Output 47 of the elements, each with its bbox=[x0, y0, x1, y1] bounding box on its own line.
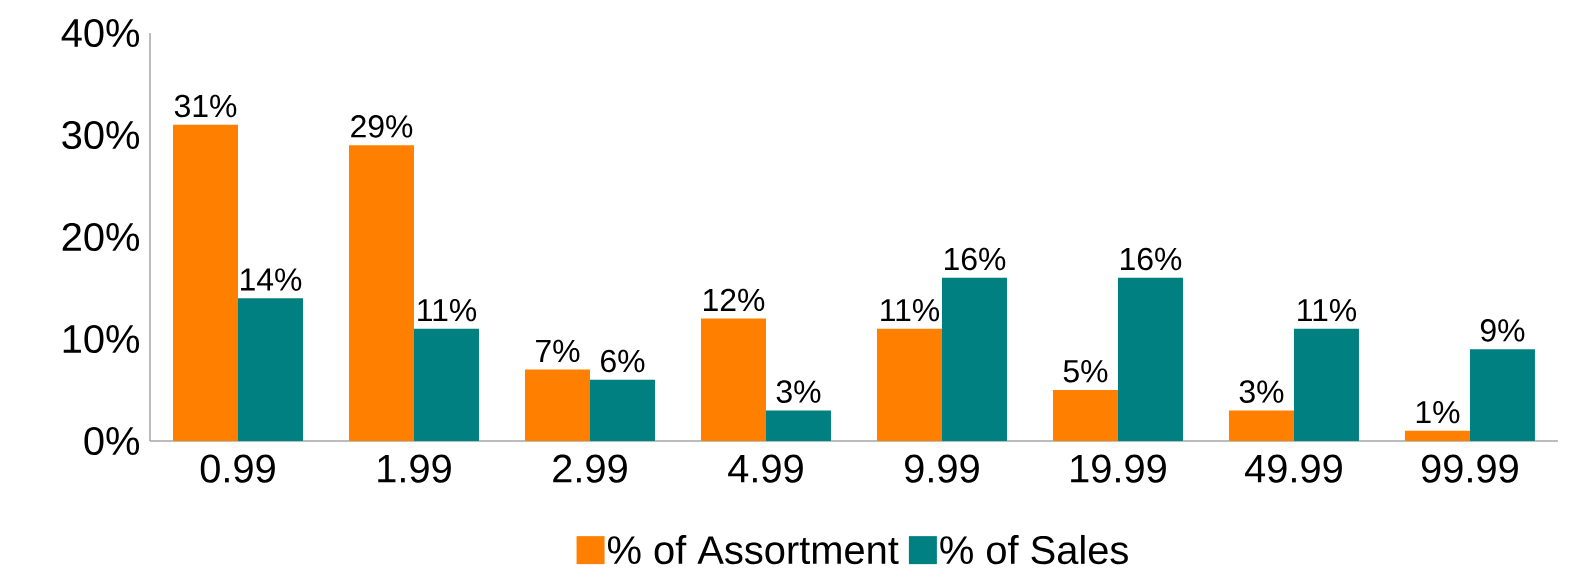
data-label: 11% bbox=[1298, 298, 1357, 322]
x-tick-label: 4.99 bbox=[728, 454, 803, 483]
data-label: 29% bbox=[351, 115, 413, 138]
data-label: 3% bbox=[776, 380, 821, 403]
data-label: 7% bbox=[536, 339, 580, 363]
data-label: 16% bbox=[1120, 247, 1182, 271]
x-tick-label: 2.99 bbox=[553, 454, 627, 483]
data-label: 12% bbox=[703, 288, 765, 312]
x-tick-label: 0.99 bbox=[200, 454, 275, 483]
bar bbox=[1117, 277, 1183, 441]
x-tick-label: 19.99 bbox=[1071, 454, 1166, 483]
data-label: 11% bbox=[881, 298, 940, 322]
x-tick-label: 9.99 bbox=[905, 454, 979, 483]
data-label: 16% bbox=[944, 247, 1006, 271]
bar bbox=[1404, 430, 1470, 441]
bar bbox=[524, 369, 590, 441]
bar bbox=[173, 124, 238, 441]
legend-label: % of Sales bbox=[940, 534, 1128, 565]
y-tick-label: 30% bbox=[62, 120, 140, 150]
y-tick-label: 0% bbox=[84, 426, 140, 456]
bar bbox=[765, 410, 831, 441]
bar bbox=[1469, 349, 1535, 441]
y-tick-label: 10% bbox=[63, 324, 140, 354]
data-label: 5% bbox=[1063, 360, 1108, 383]
data-label: 6% bbox=[601, 349, 645, 373]
x-tick-label: 99.99 bbox=[1421, 454, 1518, 483]
bar bbox=[238, 298, 303, 441]
x-tick-label: 49.99 bbox=[1245, 454, 1342, 483]
bar bbox=[1052, 390, 1118, 441]
bar bbox=[941, 277, 1007, 441]
data-label: 31% bbox=[174, 94, 237, 118]
y-tick-label: 20% bbox=[62, 222, 140, 252]
legend-label: % of Assortment bbox=[607, 534, 899, 565]
data-label: 9% bbox=[1480, 319, 1525, 342]
bar bbox=[348, 145, 414, 441]
bar bbox=[413, 328, 479, 441]
data-label: 3% bbox=[1239, 380, 1284, 403]
bar bbox=[1228, 410, 1294, 441]
data-label: 14% bbox=[241, 268, 302, 291]
y-tick-label: 40% bbox=[61, 18, 140, 48]
bar bbox=[700, 318, 766, 441]
bar bbox=[589, 379, 655, 441]
bar bbox=[876, 328, 942, 441]
data-label: 11% bbox=[418, 298, 477, 322]
bar bbox=[1293, 328, 1359, 441]
data-label: 1% bbox=[1416, 400, 1460, 424]
x-tick-label: 1.99 bbox=[378, 454, 451, 483]
